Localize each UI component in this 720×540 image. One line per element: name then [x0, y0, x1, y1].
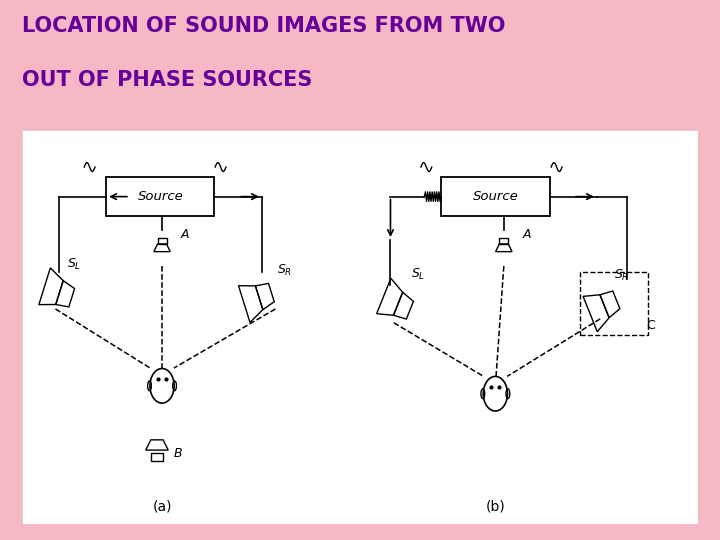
Text: (b): (b)	[485, 499, 505, 513]
Text: $S_R$: $S_R$	[613, 268, 629, 284]
Text: Source: Source	[138, 190, 183, 203]
Bar	[150, 453, 163, 461]
Text: C: C	[646, 319, 654, 332]
Bar	[158, 238, 166, 244]
Text: $S_R$: $S_R$	[277, 262, 292, 278]
Text: A: A	[523, 228, 531, 241]
Text: $S_L$: $S_L$	[67, 256, 81, 272]
Bar	[500, 238, 508, 244]
Text: B: B	[174, 447, 182, 460]
Text: Source: Source	[472, 190, 518, 203]
Bar	[107, 177, 215, 217]
Bar	[441, 177, 549, 217]
Text: A: A	[181, 228, 189, 241]
Text: (a): (a)	[153, 499, 172, 513]
Text: OUT OF PHASE SOURCES: OUT OF PHASE SOURCES	[22, 70, 312, 90]
Text: LOCATION OF SOUND IMAGES FROM TWO: LOCATION OF SOUND IMAGES FROM TWO	[22, 16, 505, 36]
Bar	[580, 272, 647, 335]
Text: $S_L$: $S_L$	[410, 266, 425, 281]
